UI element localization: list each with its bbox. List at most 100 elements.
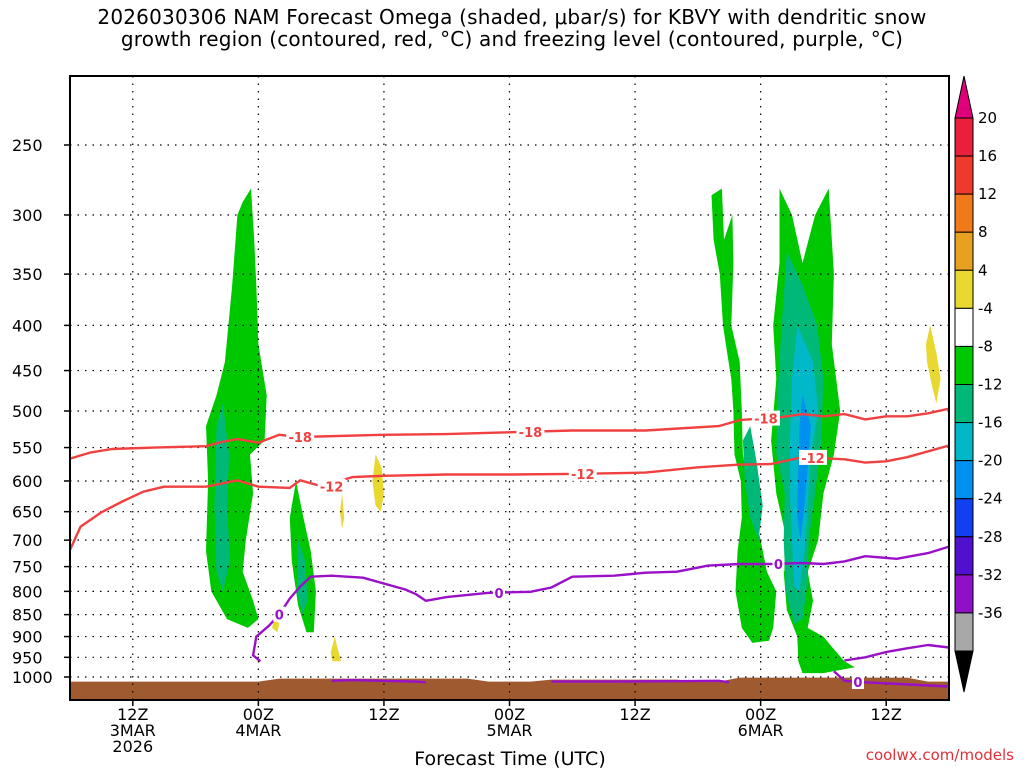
- colorbar-label: 16: [978, 147, 997, 165]
- contour-label-bg-0: [286, 428, 315, 444]
- x-tick-label: 00Z: [745, 705, 776, 724]
- omega-green-3: [711, 188, 777, 643]
- colorbar-swatch-4: [954, 269, 974, 309]
- colorbar-swatch-13: [954, 612, 974, 652]
- plot-inner: -18 -18 -18 -12 -12 -12 0 0 0 0: [70, 76, 949, 700]
- omega-yellow-4: [340, 493, 345, 529]
- omega-teal-1: [214, 403, 231, 592]
- y-tick-label: 500: [12, 402, 43, 421]
- x-tick-label: 00Z: [494, 705, 525, 724]
- contour-label: -18: [288, 431, 312, 446]
- y-tick-label: 700: [12, 531, 43, 550]
- y-tick-label: 600: [12, 472, 43, 491]
- colorbar-swatch-12: [954, 574, 974, 614]
- colorbar-label: -28: [978, 528, 1003, 546]
- x-tick-label: 6MAR: [738, 721, 784, 740]
- omega-teal-2: [297, 540, 308, 615]
- dgz-minus18: [70, 407, 949, 460]
- contour-label-bg-4: [568, 465, 597, 481]
- x-tick-label: 00Z: [243, 705, 274, 724]
- credit-text: coolwx.com/models: [865, 746, 1014, 764]
- omega-yellow-2: [926, 325, 941, 404]
- y-tick-label: 650: [12, 503, 43, 522]
- colorbar-swatch-8: [954, 422, 974, 462]
- omega-yellow-3: [330, 636, 341, 662]
- x-tick-label: 5MAR: [486, 721, 532, 740]
- colorbar-swatch-7: [954, 384, 974, 424]
- contour-label-bg-3: [317, 478, 346, 494]
- colorbar-swatch-1: [954, 155, 974, 195]
- colorbar-label: 12: [978, 185, 997, 203]
- colorbar-label: -32: [978, 566, 1003, 584]
- dgz-minus12: [70, 444, 949, 551]
- y-tick-label: 450: [12, 362, 43, 381]
- y-tick-label: 900: [12, 628, 43, 647]
- colorbar-label: 20: [978, 109, 997, 127]
- colorbar: 20 16 12 8 4 -4 -8 -12 -16 -20 -24 -28 -32 -36: [954, 75, 1003, 693]
- contour-label: -18: [754, 413, 778, 428]
- contour-label-bg-5: [798, 449, 827, 465]
- colorbar-swatch-10: [954, 498, 974, 538]
- colorbar-label: 8: [978, 223, 988, 241]
- contour-label-bg-8: [772, 556, 785, 572]
- colorbar-swatch-6: [954, 345, 974, 385]
- contour-label-bg-6: [273, 606, 286, 622]
- colorbar-bottom-arrow: [954, 650, 974, 693]
- contour-label: 0: [774, 558, 783, 573]
- freezing-level-0: [251, 545, 949, 663]
- contour-label-bg-7: [493, 584, 506, 600]
- colorbar-swatch-9: [954, 460, 974, 500]
- x-tick-label: 12Z: [619, 705, 650, 724]
- terrain-surface: [70, 677, 949, 700]
- contour-label: -12: [320, 481, 344, 496]
- y-tick-label: 350: [12, 265, 43, 284]
- colorbar-label: -24: [978, 490, 1003, 508]
- contour-label: -12: [571, 468, 595, 483]
- freezing-level-0-surface: [331, 678, 426, 684]
- colorbar-swatch-0: [954, 117, 974, 157]
- colorbar-label: -36: [978, 604, 1003, 622]
- contour-label: 0: [275, 609, 284, 624]
- colorbar-swatch-3: [954, 231, 974, 271]
- y-tick-label: 800: [12, 582, 43, 601]
- colorbar-top-arrow: [954, 75, 974, 119]
- x-tick-label: 12Z: [368, 705, 399, 724]
- contour-label: -18: [519, 426, 543, 441]
- x-tick-label: 12Z: [871, 705, 902, 724]
- chart-title: 2026030306 NAM Forecast Omega (shaded, μ…: [0, 6, 1024, 50]
- y-tick-label: 750: [12, 558, 43, 577]
- x-tick-label: 4MAR: [235, 721, 281, 740]
- chart-title-line-2: growth region (contoured, red, °C) and f…: [120, 27, 904, 51]
- y-tick-label: 550: [12, 439, 43, 458]
- colorbar-swatch-5: [954, 307, 974, 347]
- freezing-level-0-surface-right: [551, 679, 730, 684]
- colorbar-label: -20: [978, 452, 1003, 470]
- y-tick-label: 950: [12, 648, 43, 667]
- colorbar-label: -8: [978, 337, 993, 355]
- colorbar-label: -12: [978, 376, 1003, 394]
- y-tick-label: 850: [12, 606, 43, 625]
- contour-label: 0: [495, 587, 504, 602]
- contour-label-bg-9: [851, 673, 864, 689]
- colorbar-label: -16: [978, 414, 1003, 432]
- chart-title-line-1: 2026030306 NAM Forecast Omega (shaded, μ…: [97, 5, 927, 29]
- x-tick-label: 12Z: [117, 705, 148, 724]
- contour-label-bg-1: [516, 423, 545, 439]
- colorbar-swatch-2: [954, 193, 974, 233]
- x-tick-label: 2026: [112, 737, 153, 756]
- x-axis-label: Forecast Time (UTC): [414, 748, 605, 768]
- x-tick-label: 3MAR: [110, 721, 156, 740]
- omega-yellow-5: [272, 619, 280, 633]
- plot-area: -18 -18 -18 -12 -12 -12 0 0 0 0: [70, 76, 949, 700]
- omega-yellow-1: [372, 454, 384, 512]
- contour-label: 0: [853, 676, 862, 691]
- omega-green-1: [206, 188, 267, 628]
- y-tick-label: 250: [12, 136, 43, 155]
- colorbar-swatch-11: [954, 536, 974, 576]
- y-tick-label: 400: [12, 316, 43, 335]
- y-tick-label: 1000: [12, 668, 53, 687]
- omega-blue-3: [797, 395, 811, 541]
- freezing-level-0-right: [844, 643, 949, 662]
- colorbar-label: -4: [978, 299, 993, 317]
